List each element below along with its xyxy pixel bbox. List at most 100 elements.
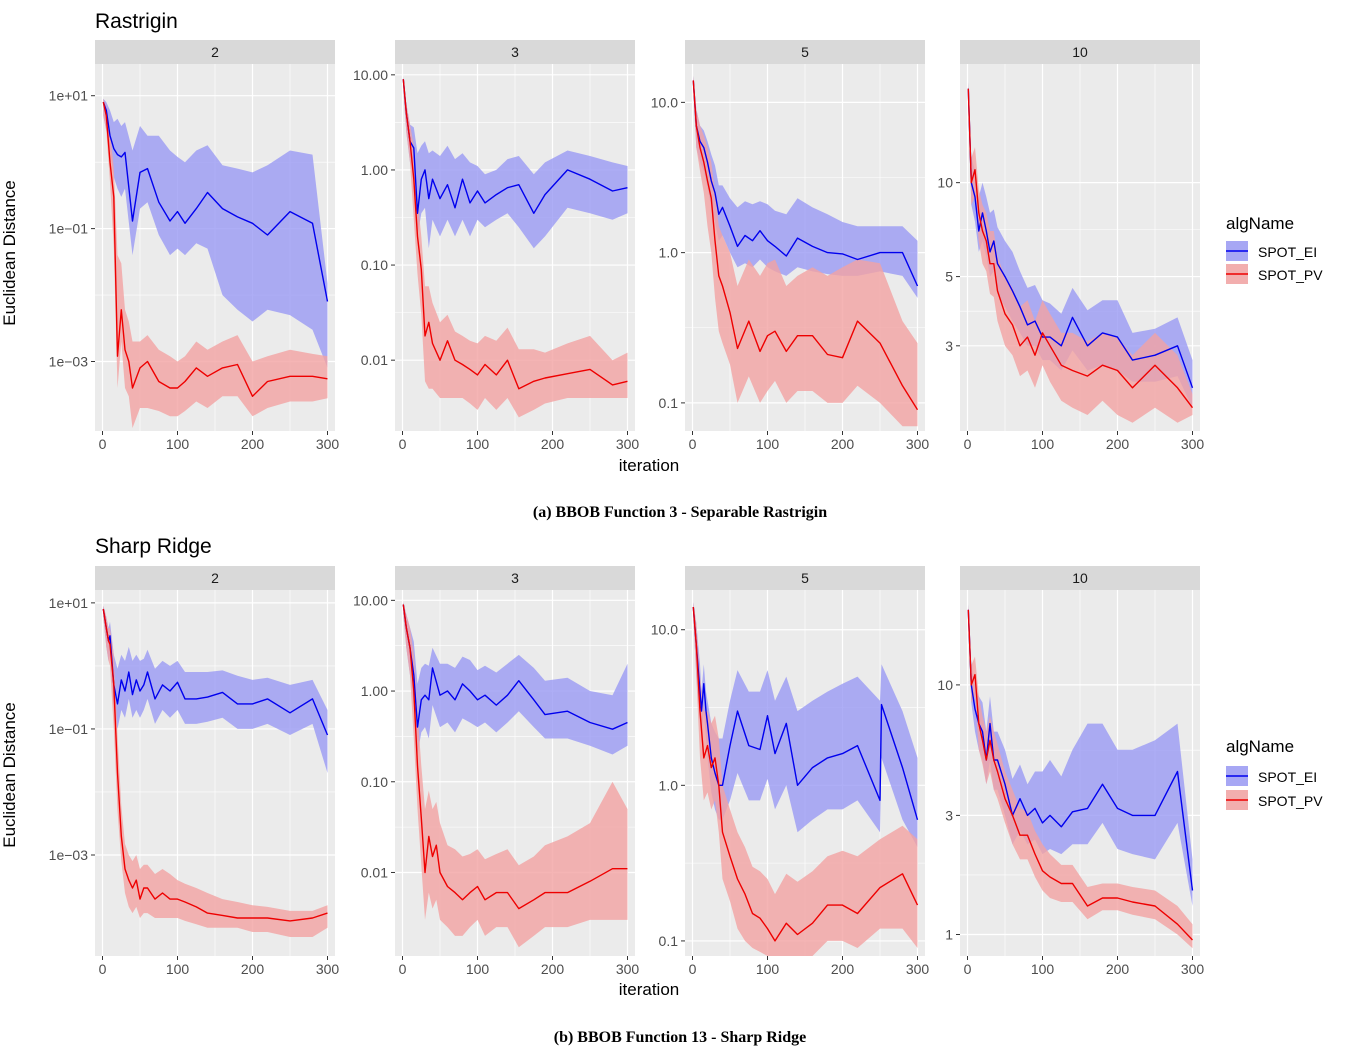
figure-b-facet-2-ytick-label: 0.1: [659, 933, 679, 949]
figure-b-facet-2-line-spot-pv: [692, 606, 919, 942]
figure-a-facet-3-xtick-label: 300: [1181, 436, 1205, 452]
figure-b-facet-1-line-spot-ei: [402, 604, 628, 730]
figure-b-caption: (b) BBOB Function 13 - Sharp Ridge: [554, 1029, 806, 1046]
figure-a-facet-3-line-spot-ei: [967, 88, 1194, 389]
figure-a-facet-3-xtick-label: 0: [964, 436, 972, 452]
figure-a-facet-1-ytick-label: 1.00: [361, 162, 388, 178]
figure-a-facet-1: 3 0 100 200 300 10.00 1.00 0.10 0.01: [353, 40, 639, 452]
figure-b-facet-2-band-spot-ei: [693, 602, 918, 848]
figure-b-facet-0-ytick-label: 1e−03: [49, 847, 89, 863]
figure-a-facet-2-ytick-label: 10.0: [651, 94, 678, 110]
figure-a-facet-0-ytick-label: 1e+01: [49, 88, 89, 104]
figure-a-facet-3-line-spot-pv: [967, 88, 1194, 409]
figure-a-facet-0-xtick-label: 300: [316, 436, 340, 452]
figure-b-facet-1-strip: [395, 566, 635, 590]
figure-b-facet-2-xtick-label: 200: [831, 961, 855, 977]
figure-b-facet-1-ytick-label: 10.00: [353, 592, 388, 608]
figure-a-facet-0-xtick-label: 200: [241, 436, 265, 452]
figure-a-facet-0-line-spot-pv: [102, 101, 328, 397]
figure-a-facet-1-ytick-label: 0.10: [361, 257, 388, 273]
figure-b-facet-2-strip-label: 5: [801, 570, 809, 586]
figure-a-facet-1-xtick-label: 0: [399, 436, 407, 452]
figure-b-facet-1-xtick-label: 300: [616, 961, 640, 977]
figure-a-legend-label-spot-ei: SPOT_EI: [1258, 244, 1317, 260]
figure-a: Rastrigin Euclidean Distance iteration (…: [0, 10, 1323, 521]
figure-b-facet-1-band-spot-ei: [403, 602, 628, 755]
figure-a-facet-1-xtick-label: 200: [541, 436, 565, 452]
figure-b-facet-3-line-spot-ei: [967, 609, 1194, 891]
figure-b-facet-0-strip: [95, 566, 335, 590]
figure-b-facet-0-xtick-label: 300: [316, 961, 340, 977]
figure-a-facet-0-strip-label: 2: [211, 44, 219, 60]
figure-b-facet-0: 2 0 100 200 300 1e+01 1e−01 1e−03: [49, 566, 340, 977]
figure-a-facet-0-ytick-label: 1e−01: [49, 221, 89, 237]
figure-b-facet-2-xtick-label: 0: [689, 961, 697, 977]
figure-a-legend-title: algName: [1226, 214, 1294, 233]
figure-b-facet-3-strip-label: 10: [1072, 570, 1088, 586]
figure-b-legend-key-spot-ei: [1226, 766, 1248, 786]
figure-a-legend-label-spot-pv: SPOT_PV: [1258, 267, 1323, 283]
figure-a-xlabel: iteration: [619, 456, 679, 475]
figure-b-facet-0-data: [102, 605, 329, 937]
figure-b-facet-1-band-spot-pv: [403, 602, 628, 948]
figure-a-facet-3-band-spot-pv: [968, 82, 1193, 423]
figure-b-facet-1-data: [402, 602, 628, 948]
figure-a-facet-2-strip-label: 5: [801, 44, 809, 60]
figure-a-caption: (a) BBOB Function 3 - Separable Rastrigi…: [533, 504, 827, 521]
figure-b-facet-0-line-spot-ei: [102, 608, 329, 736]
figure-a-facet-3-xtick-label: 100: [1031, 436, 1055, 452]
figure-b-facet-3-xtick-label: 300: [1181, 961, 1205, 977]
figure-a-facet-2-band-spot-ei: [693, 75, 918, 298]
figure-b-facet-0-band-spot-ei: [103, 605, 328, 773]
figure-b-ylabel: Euclidean Distance: [0, 702, 19, 848]
figure-a-facet-3-ytick-label: 10: [937, 175, 953, 191]
figure-b-facet-2: 5 0 100 200 300 10.0 1.0 0.1: [651, 566, 929, 977]
figure-a-facet-2-ytick-label: 0.1: [659, 395, 679, 411]
figure-b-facet-3-xtick-label: 200: [1106, 961, 1130, 977]
figure-a-facet-2-strip: [685, 40, 925, 64]
figure-a-facet-3-xtick-label: 200: [1106, 436, 1130, 452]
figure-b-facet-3-xtick-label: 0: [964, 961, 972, 977]
figure-a-legend: algName SPOT_EI SPOT_PV: [1226, 214, 1323, 284]
figure-b-facet-2-ytick-label: 1.0: [659, 777, 679, 793]
figure-a-facet-0-xtick-label: 100: [166, 436, 190, 452]
figure-b-facet-3-strip: [960, 566, 1200, 590]
figure-a-facet-3-ytick-label: 5: [945, 269, 953, 285]
figure-b-facet-1: 3 0 100 200 300 10.00 1.00 0.10 0.01: [353, 566, 639, 977]
figure-a-facet-1-band-spot-pv: [403, 77, 628, 418]
figure-a-facet-2-xtick-label: 100: [756, 436, 780, 452]
figure-a-facet-0-xtick-label: 0: [99, 436, 107, 452]
figure-a-facet-1-ytick-label: 10.00: [353, 67, 388, 83]
figure-b-facet-0-ytick-label: 1e+01: [49, 595, 89, 611]
figure-b-xlabel: iteration: [619, 980, 679, 999]
figure-a-facet-0-data: [102, 98, 329, 428]
figure-b-facet-1-xtick-label: 0: [399, 961, 407, 977]
figure-a-facet-0-line-spot-ei: [102, 101, 329, 302]
figure-b-facet-2-data: [692, 602, 919, 956]
figure-b-facet-3-xtick-label: 100: [1031, 961, 1055, 977]
figure-b-legend-label-spot-pv: SPOT_PV: [1258, 793, 1323, 809]
figure-a-facet-3-ytick-label: 3: [945, 338, 953, 354]
figure-a-facet-2-xtick-label: 300: [906, 436, 930, 452]
figure-a-legend-key-spot-ei: [1226, 241, 1248, 261]
figure-a-facet-3-strip-label: 10: [1072, 44, 1088, 60]
figure-a-ylabel: Euclidean Distance: [0, 180, 19, 326]
figure-a-legend-key-spot-pv: [1226, 264, 1248, 284]
figure-b-facet-3-data: [967, 604, 1194, 949]
figure-a-facet-1-xtick-label: 300: [616, 436, 640, 452]
figure-b: Sharp Ridge Euclidean Distance iteration…: [0, 535, 1323, 1046]
figure-a-facet-2-band-spot-pv: [693, 75, 918, 427]
figure-b-facet-1-ytick-label: 0.10: [361, 774, 388, 790]
figure-a-facet-3-data: [967, 82, 1194, 423]
figure-a-facet-0-ytick-label: 1e−03: [49, 354, 89, 370]
figure-b-facet-0-xtick-label: 200: [241, 961, 265, 977]
figure-b-legend-key-spot-pv: [1226, 790, 1248, 810]
figure-b-facet-3-ytick-label: 1: [945, 926, 953, 942]
figure-b-legend-title: algName: [1226, 737, 1294, 756]
figure-b-facet-2-xtick-label: 100: [756, 961, 780, 977]
figure-b-facet-3-ytick-label: 3: [945, 807, 953, 823]
